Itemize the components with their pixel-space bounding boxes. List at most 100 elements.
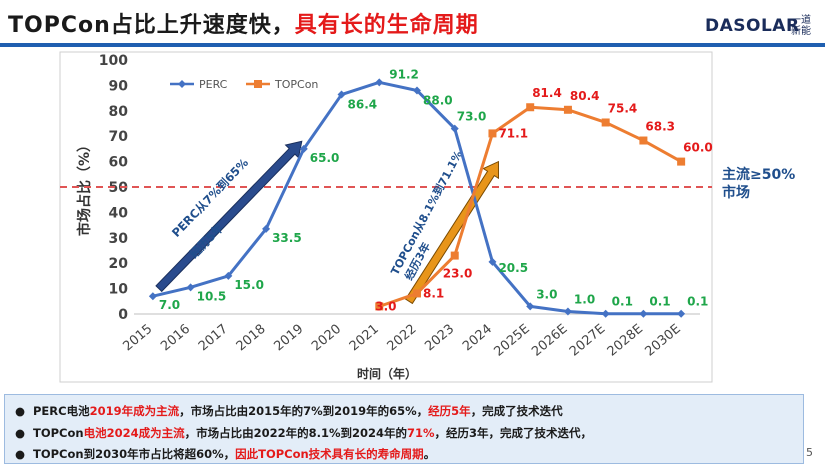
note-segment: PERC电池 — [33, 404, 90, 418]
y-tick-label: 40 — [109, 205, 129, 221]
y-tick-label: 20 — [109, 256, 129, 272]
threshold-label: 主流≥50% — [722, 166, 795, 183]
data-point-perc — [677, 309, 686, 318]
x-tick-label: 2028E — [605, 322, 646, 360]
series-line-perc — [152, 80, 682, 316]
y-tick-label: 0 — [118, 307, 128, 323]
x-tick-label: 2023 — [422, 322, 457, 355]
note-segment: 电池2024成为主流 — [83, 426, 185, 440]
legend-label-topcon: TOPCon — [274, 78, 318, 91]
logo-sub-line1: 一道 — [791, 15, 811, 26]
y-tick-label: 30 — [109, 231, 129, 247]
x-tick-label: 2027E — [567, 322, 608, 360]
logo-brand: DASOLAR — [705, 16, 800, 36]
x-tick-label: 2020 — [309, 322, 344, 355]
data-label: 75.4 — [608, 101, 638, 115]
title-underline — [0, 43, 825, 47]
data-point-perc — [601, 309, 610, 318]
data-point-perc — [375, 78, 384, 87]
logo-subtitle: 一道 新能 — [791, 15, 817, 37]
data-point-topcon — [375, 302, 384, 311]
data-label: 10.5 — [197, 289, 227, 303]
x-tick-label: 2026E — [529, 322, 570, 360]
note-segment: 71% — [407, 426, 435, 440]
data-point-topcon — [488, 129, 497, 138]
legend-marker-topcon — [254, 80, 262, 88]
data-label: 20.5 — [498, 261, 528, 275]
note-segment: ，市场占比由2022年的8.1%到2024年的 — [184, 426, 408, 440]
note-segment: 经历5年 — [428, 404, 471, 418]
data-point-topcon — [639, 136, 648, 145]
x-tick-label: 2022 — [385, 322, 420, 355]
data-point-topcon — [563, 105, 572, 114]
data-point-perc — [337, 90, 346, 99]
title-highlight: 具有长的生命周期 — [294, 13, 479, 38]
data-label: 33.5 — [272, 231, 302, 245]
summary-notes: ● PERC电池2019年成为主流，市场占比由2015年的7%到2019年的65%… — [4, 394, 804, 464]
data-point-perc — [563, 307, 572, 316]
x-axis-label: 时间（年） — [357, 366, 417, 381]
x-tick-label: 2015 — [120, 322, 155, 355]
data-label: 0.1 — [612, 295, 633, 309]
data-label: 68.3 — [645, 120, 675, 134]
x-tick-label: 2025E — [491, 322, 532, 360]
data-point-perc — [488, 257, 497, 266]
data-point-perc — [262, 224, 271, 233]
note-segment: ，经历3年，完成了技术迭代， — [434, 426, 593, 440]
data-label: 0.1 — [687, 295, 708, 309]
page-number: 5 — [806, 446, 813, 459]
logo-sub-line2: 新能 — [791, 26, 811, 37]
page-title: TOPCon占比上升速度快，具有长的生命周期 — [8, 7, 479, 39]
data-label: 91.2 — [389, 67, 419, 81]
data-label: 8.1 — [423, 286, 444, 300]
note-segment: 。 — [423, 447, 436, 461]
x-tick-label: 2024 — [460, 322, 495, 355]
note-item: ● TOPCon到2030年市占比将超60%，因此TOPCon技术具有长的寿命周期… — [15, 446, 435, 462]
data-label: 0.1 — [649, 295, 670, 309]
plot-frame — [59, 51, 713, 383]
data-label: 81.4 — [532, 86, 562, 100]
note-segment: ，市场占比由2015年的7%到2019年的65%， — [179, 404, 429, 418]
y-tick-label: 60 — [109, 155, 129, 171]
title-main: TOPCon占比上升速度快， — [8, 13, 295, 38]
legend-label-perc: PERC — [199, 78, 228, 91]
y-tick-label: 80 — [109, 104, 129, 120]
x-tick-label: 2018 — [234, 322, 269, 355]
data-point-perc — [299, 144, 308, 153]
data-label: 80.4 — [570, 89, 600, 103]
company-logo: DASOLAR 一道 新能 — [705, 15, 820, 40]
y-tick-label: 10 — [109, 282, 129, 298]
threshold-label: 市场 — [722, 184, 750, 201]
data-label: 60.0 — [683, 141, 713, 155]
x-tick-label: 2017 — [196, 322, 231, 355]
perc-trend-arrow — [155, 140, 303, 293]
x-tick-label: 2021 — [347, 322, 382, 355]
x-tick-label: 2019 — [271, 322, 306, 355]
data-point-perc — [224, 271, 233, 280]
data-label: 71.1 — [498, 126, 528, 140]
note-segment: 2019年成为主流 — [89, 404, 180, 418]
data-label: 1.0 — [574, 292, 595, 306]
note-segment: ，完成了技术迭代 — [470, 404, 563, 418]
data-label: 23.0 — [443, 267, 473, 281]
x-tick-label: 2016 — [158, 322, 193, 355]
y-tick-label: 90 — [109, 78, 129, 94]
data-point-perc — [450, 124, 459, 133]
bullet-icon: ● — [15, 404, 26, 418]
annotation-perc-line2: 经历5年 — [187, 220, 227, 261]
data-label: 15.0 — [234, 278, 264, 292]
y-tick-label: 50 — [109, 180, 129, 196]
legend-marker-perc — [178, 80, 186, 88]
note-segment: TOPCon到2030年市占比将超60%， — [33, 447, 236, 461]
note-segment: 因此TOPCon技术具有长的寿命周期 — [235, 447, 424, 461]
data-point-topcon — [526, 103, 535, 112]
data-label: 86.4 — [348, 98, 378, 112]
data-point-topcon — [413, 289, 421, 298]
data-point-perc — [148, 292, 157, 301]
data-label: 73.0 — [457, 110, 487, 124]
note-item: ● TOPCon电池2024成为主流，市场占比由2022年的8.1%到2024年的… — [15, 425, 592, 441]
data-point-perc — [186, 283, 195, 292]
note-segment: TOPCon — [33, 426, 84, 440]
data-label: 3.0 — [536, 287, 557, 301]
y-tick-label: 100 — [99, 53, 128, 69]
